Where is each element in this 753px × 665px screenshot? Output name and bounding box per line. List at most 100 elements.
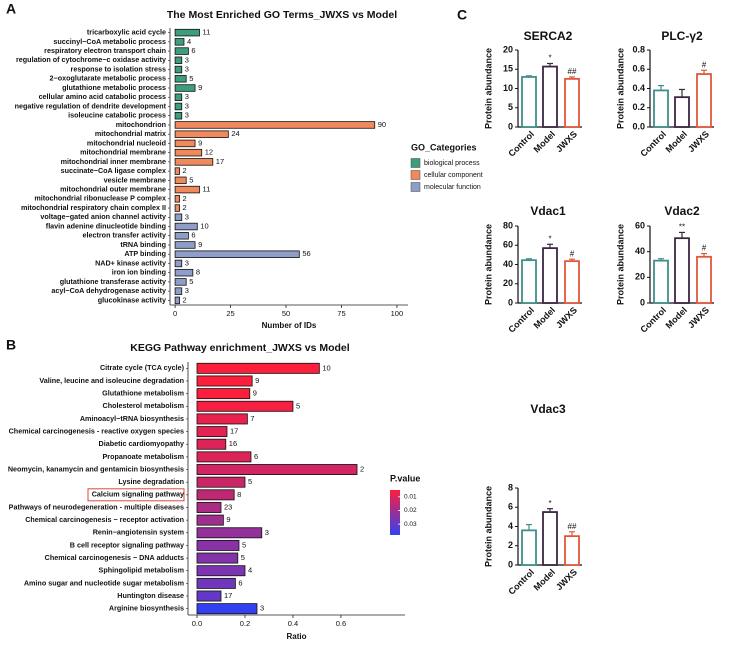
data-label: 11: [203, 185, 211, 194]
y-tick-label: mitochondrial matrix: [95, 129, 166, 138]
bar: [174, 158, 214, 166]
chart-title: The Most Enriched GO Terms_JWXS vs Model: [167, 9, 397, 21]
significance: *: [548, 234, 551, 243]
legend-title: GO_Categories: [411, 142, 477, 152]
data-label: 17: [216, 157, 224, 166]
y-tick-label: 2−oxoglutarate metabolic process: [50, 74, 166, 83]
y-tick-label: 10: [503, 83, 513, 93]
bar: [521, 529, 537, 566]
bar: [174, 139, 196, 148]
x-axis-label: Ratio: [287, 632, 307, 641]
data-label: 6: [191, 231, 195, 240]
y-tick-label: respiratory electron transport chain: [44, 46, 166, 55]
data-label: 5: [242, 540, 246, 549]
data-label: 3: [185, 92, 189, 101]
data-label: 6: [254, 452, 258, 461]
chart-title: PLC-γ2: [661, 29, 703, 43]
bar: [174, 296, 180, 305]
y-tick-label: regulation of cytochrome−c oxidase activ…: [16, 55, 166, 64]
x-tick-label: Control: [506, 567, 536, 597]
bar: [542, 65, 558, 128]
x-tick-label: 100: [391, 309, 404, 318]
y-tick-label: Amino sugar and nucleotide sugar metabol…: [24, 578, 184, 587]
x-tick-label: 25: [226, 309, 234, 318]
significance: #: [702, 60, 707, 69]
y-tick-label: 5: [508, 102, 513, 112]
bar: [174, 259, 183, 268]
data-label: 10: [200, 222, 208, 231]
y-tick-label: isoleucine catabolic process: [68, 111, 166, 120]
x-tick-label: JWXS: [554, 305, 579, 330]
data-label: 4: [187, 37, 191, 46]
legend-label: cellular component: [424, 172, 483, 179]
y-tick-label: glutathione metabolic process: [62, 83, 166, 92]
y-tick-label: response to isolation stress: [71, 64, 166, 73]
y-tick-label: Calcium signaling pathway: [92, 490, 184, 499]
bar: [196, 489, 235, 501]
data-label: 90: [378, 120, 386, 129]
data-label: 5: [296, 401, 300, 410]
y-tick-label: B cell receptor signaling pathway: [70, 540, 184, 549]
x-tick-label: 0: [173, 309, 177, 318]
bar: [653, 259, 669, 304]
bar: [174, 47, 189, 55]
significance: **: [679, 223, 685, 232]
y-tick-label: Neomycin, kanamycin and gentamicin biosy…: [8, 464, 184, 473]
data-label: 5: [189, 74, 193, 83]
highlight-box: [87, 488, 185, 502]
bar: [674, 237, 690, 304]
bar: [196, 577, 236, 589]
colorbar-label: 0.03: [404, 521, 417, 528]
significance: #: [570, 249, 575, 258]
data-label: 23: [224, 502, 232, 511]
colorbar: [390, 490, 400, 535]
x-tick-label: Model: [664, 305, 689, 330]
data-label: 8: [196, 268, 200, 277]
data-label: 3: [185, 65, 189, 74]
data-label: 5: [241, 553, 245, 562]
y-axis-label: Protein abundance: [615, 48, 625, 129]
colorbar-label: 0.02: [404, 507, 417, 514]
bar: [521, 259, 537, 304]
bar: [174, 213, 183, 222]
chart-title: Vdac1: [530, 204, 566, 218]
bar: [174, 268, 194, 277]
y-tick-label: succinyl−CoA metabolic process: [53, 37, 166, 46]
significance: ##: [568, 67, 577, 76]
x-tick-label: 0.2: [240, 619, 250, 628]
bar: [196, 464, 358, 475]
bar: [174, 241, 196, 249]
y-tick-label: Renin−angiotensin system: [93, 528, 184, 537]
data-label: 3: [185, 286, 189, 295]
y-tick-label: Propanoate metabolism: [103, 452, 184, 461]
x-tick-label: Control: [638, 305, 668, 335]
chart-title: KEGG Pathway enrichment_JWXS vs Model: [130, 342, 349, 354]
y-tick-label: 20: [503, 44, 513, 54]
data-label: 9: [253, 389, 257, 398]
x-tick-label: Control: [506, 129, 536, 159]
x-tick-label: JWXS: [554, 567, 579, 592]
y-tick-label: iron ion binding: [112, 268, 166, 277]
x-tick-label: Model: [532, 567, 557, 592]
y-tick-label: Chemical carcinogenesis − receptor activ…: [25, 515, 184, 524]
data-label: 3: [185, 258, 189, 267]
x-tick-label: Control: [638, 129, 668, 159]
bar: [196, 375, 253, 387]
legend-label: molecular function: [424, 184, 481, 191]
bar: [174, 195, 180, 203]
x-tick-label: Model: [664, 129, 689, 154]
bar: [674, 96, 690, 128]
data-label: 3: [185, 55, 189, 64]
data-label: 12: [205, 148, 213, 157]
data-label: 3: [185, 111, 189, 120]
bar: [174, 176, 187, 185]
y-tick-label: 0: [508, 297, 513, 307]
bar: [174, 56, 183, 65]
y-tick-label: electron transfer activity: [83, 231, 167, 240]
data-label: 9: [198, 138, 202, 147]
bar: [174, 38, 185, 46]
x-tick-label: 0.4: [288, 619, 298, 628]
panel-label: C: [457, 7, 467, 23]
panel-label: A: [6, 1, 16, 17]
